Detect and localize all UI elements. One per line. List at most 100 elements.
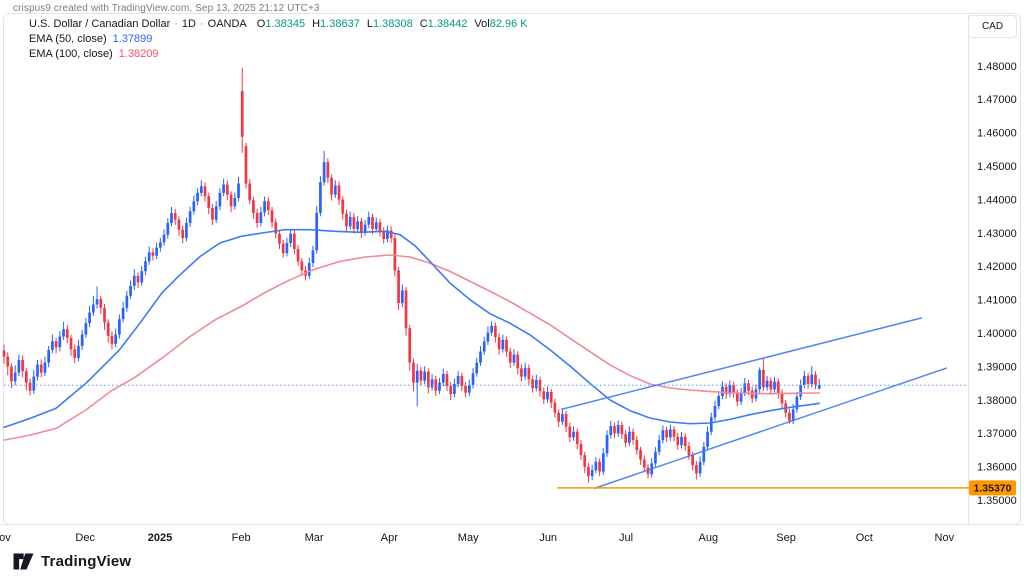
candle	[173, 208, 177, 225]
candle	[412, 358, 415, 392]
candle	[54, 337, 58, 354]
ema100-value: 1.38209	[118, 48, 159, 60]
candle	[129, 280, 132, 300]
ema50-label[interactable]: EMA (50, close)	[29, 33, 107, 45]
candle	[6, 352, 10, 376]
candle	[665, 426, 668, 443]
candle	[620, 421, 624, 439]
candle	[721, 381, 724, 400]
candle	[531, 375, 534, 393]
candle	[434, 375, 438, 396]
candle	[453, 378, 456, 398]
candle	[575, 428, 579, 450]
price-tick-label: 1.46000	[977, 128, 1017, 140]
candle	[207, 192, 211, 214]
candle	[88, 305, 91, 328]
snapshot-attribution: crispus9 created with TradingView.com, S…	[13, 3, 320, 14]
candle	[263, 196, 266, 217]
candle	[367, 211, 371, 228]
candle	[333, 180, 337, 198]
candle	[520, 364, 523, 382]
price-tick-label: 1.41000	[977, 295, 1017, 307]
chart-legend: U.S. Dollar / Canadian Dollar · 1D · OANDA O1…	[29, 17, 535, 62]
candle	[110, 331, 114, 350]
candle	[769, 377, 773, 394]
candle	[568, 422, 572, 443]
candle	[408, 324, 412, 371]
channel-lower-trendline[interactable]	[593, 367, 948, 490]
candle	[467, 379, 471, 396]
candle	[430, 373, 434, 391]
candle	[226, 180, 229, 200]
candle	[657, 434, 661, 456]
candle	[427, 368, 430, 394]
candle	[147, 246, 151, 265]
candle	[817, 378, 821, 390]
candle	[203, 182, 207, 202]
candle	[494, 322, 497, 343]
candle	[572, 426, 575, 441]
exchange-label[interactable]: OANDA	[207, 18, 247, 30]
candle	[750, 386, 754, 404]
candle	[47, 345, 51, 368]
close-readout: C1.38442	[419, 18, 468, 30]
candle	[479, 346, 482, 366]
month-label: Mar	[305, 532, 324, 544]
tradingview-brand-text: TradingView	[41, 553, 132, 570]
candle	[293, 230, 296, 255]
candle	[624, 430, 628, 448]
ema100-label[interactable]: EMA (100, close)	[29, 48, 113, 60]
candle	[464, 381, 467, 398]
support-price-badge: 1.35370	[969, 480, 1016, 496]
candle	[106, 319, 110, 343]
tradingview-watermark[interactable]: TradingView	[13, 552, 131, 571]
candle	[121, 301, 125, 323]
candle	[211, 203, 214, 225]
candle	[322, 150, 326, 186]
candle	[806, 372, 810, 389]
candle	[140, 265, 144, 286]
candle	[237, 176, 240, 202]
symbol-title[interactable]: U.S. Dollar / Canadian Dollar	[29, 18, 171, 30]
candle	[266, 197, 270, 215]
candle	[95, 286, 99, 309]
candle	[441, 368, 445, 386]
candle	[389, 226, 393, 243]
candle	[505, 336, 508, 357]
candle	[616, 420, 620, 437]
candle	[192, 195, 196, 215]
candle	[158, 237, 162, 252]
candle	[780, 389, 784, 409]
candle	[69, 334, 73, 356]
currency-button[interactable]: CAD	[968, 15, 1017, 38]
candle	[717, 391, 721, 410]
svg-text:1.35370: 1.35370	[974, 483, 1012, 495]
candle	[695, 461, 698, 480]
candle	[449, 381, 453, 400]
candle	[21, 355, 24, 378]
price-tick-label: 1.47000	[977, 94, 1017, 106]
candle	[181, 225, 185, 244]
candle	[475, 357, 479, 377]
candle	[10, 363, 13, 388]
candle	[672, 426, 676, 442]
candle	[728, 380, 732, 398]
candle	[371, 213, 374, 235]
candle	[144, 256, 147, 276]
candle	[36, 359, 39, 381]
interval-label[interactable]: 1D	[181, 18, 196, 30]
candle	[229, 191, 233, 213]
candle	[252, 196, 255, 219]
open-readout: O1.38345	[256, 18, 306, 30]
time-axis[interactable]: Nov Dec 2025 Feb Mar Apr May Jun Jul Aug Sep Oct Nov	[0, 532, 955, 544]
candle	[564, 410, 568, 433]
ema100-legend-row: EMA (100, close) 1.38209	[29, 47, 535, 62]
candle	[374, 217, 378, 233]
price-axis[interactable]: 1.35000 1.36000 1.37000 1.38000 1.39000 1.400…	[977, 61, 1017, 507]
candle	[668, 424, 672, 441]
channel-upper-trendline[interactable]	[561, 317, 923, 411]
candle	[680, 432, 683, 449]
candle	[594, 457, 598, 474]
candle	[508, 347, 512, 368]
